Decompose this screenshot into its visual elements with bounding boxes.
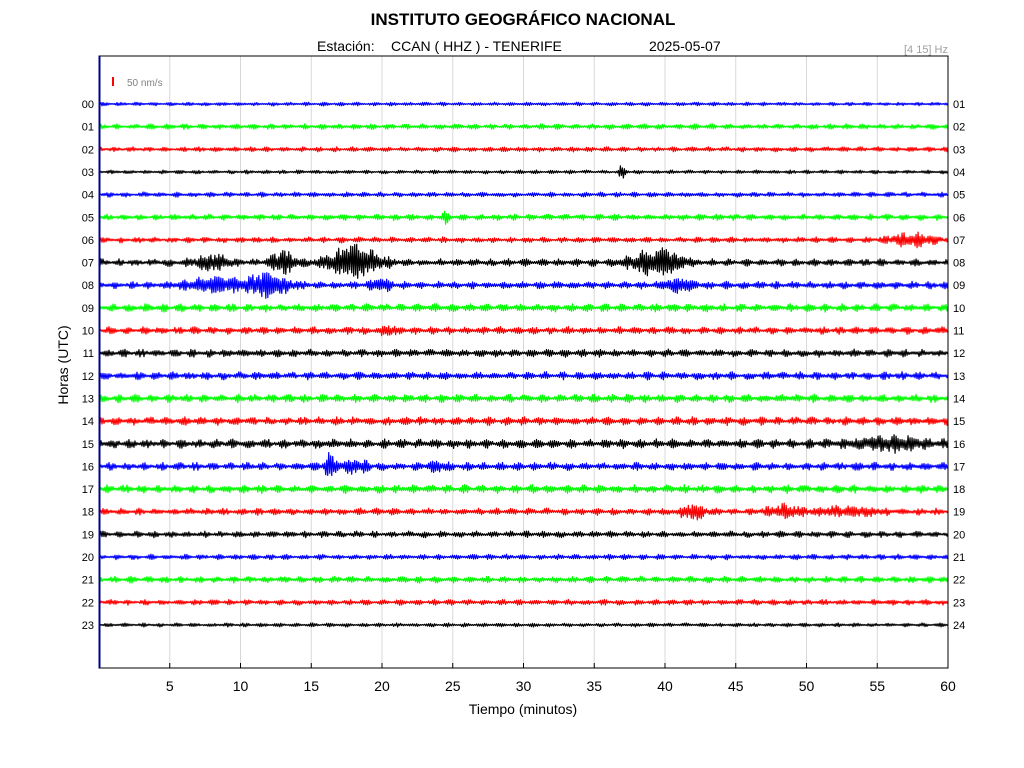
- hour-label-right: 03: [953, 144, 965, 156]
- hour-label-left: 07: [82, 258, 94, 270]
- station-label: Estación:: [317, 38, 375, 54]
- hour-labels-left: 00 01 02 03 04 05 06 07 08 09 10 11 12 13 14 15 16 17 18 19…: [82, 99, 94, 632]
- hour-label-right: 10: [953, 303, 965, 315]
- vertical-grid: [169, 56, 878, 668]
- hour-label-right: 06: [953, 212, 965, 224]
- hour-label-left: 21: [82, 575, 94, 587]
- hour-label-left: 08: [82, 280, 94, 292]
- hour-label-right: 24: [953, 620, 965, 632]
- page-title: INSTITUTO GEOGRÁFICO NACIONAL: [371, 10, 676, 29]
- hour-label-left: 03: [82, 167, 94, 179]
- trace-hour-14: [98, 416, 949, 427]
- hour-label-left: 19: [82, 529, 94, 541]
- filter-band: [4 15] Hz: [904, 44, 948, 56]
- hour-label-right: 08: [953, 258, 965, 270]
- hour-label-right: 12: [953, 348, 965, 360]
- hour-label-left: 02: [82, 144, 94, 156]
- hour-label-right: 07: [953, 235, 965, 247]
- trace-hour-02: [98, 146, 949, 153]
- hour-label-right: 13: [953, 371, 965, 383]
- hour-label-left: 22: [82, 597, 94, 609]
- trace-hour-22: [98, 598, 949, 606]
- recording-date: 2025-05-07: [649, 38, 721, 54]
- trace-hour-09: [98, 303, 949, 313]
- hour-label-right: 17: [953, 461, 965, 473]
- hour-label-left: 11: [83, 348, 94, 360]
- x-tick-label: 60: [940, 678, 956, 694]
- hour-label-left: 14: [82, 416, 94, 428]
- hour-label-right: 19: [953, 507, 965, 519]
- trace-hour-18: [98, 502, 949, 521]
- x-tick-label: 40: [657, 678, 673, 694]
- hour-label-right: 21: [953, 552, 965, 564]
- x-axis-ticks: 5 10 15 20 25 30 35 40 45 50 55 60: [166, 663, 956, 694]
- hour-label-right: 23: [953, 597, 965, 609]
- x-tick-label: 25: [445, 678, 461, 694]
- hour-label-right: 04: [953, 167, 965, 179]
- hour-label-left: 01: [82, 122, 94, 134]
- hour-label-left: 10: [82, 326, 94, 338]
- hour-label-left: 06: [82, 235, 94, 247]
- hour-label-right: 02: [953, 122, 965, 134]
- hour-label-left: 20: [82, 552, 94, 564]
- hour-label-right: 22: [953, 575, 965, 587]
- hour-label-left: 09: [82, 303, 94, 315]
- scale-label: 50 nm/s: [127, 78, 163, 89]
- trace-hour-21: [98, 575, 949, 584]
- trace-hour-07: [98, 243, 949, 279]
- trace-hour-12: [98, 371, 949, 381]
- x-tick-label: 15: [303, 678, 319, 694]
- x-tick-label: 55: [869, 678, 885, 694]
- hour-label-right: 18: [953, 484, 965, 496]
- x-tick-label: 20: [374, 678, 390, 694]
- hour-label-left: 12: [82, 371, 94, 383]
- hour-label-left: 17: [82, 484, 94, 496]
- x-tick-label: 35: [586, 678, 602, 694]
- hour-label-left: 16: [82, 461, 94, 473]
- hour-labels-right: 01 02 03 04 05 06 07 08 09 10 11 12 13 14 15 16 17 18 19 20…: [953, 99, 965, 632]
- scale-bar: 50 nm/s: [112, 77, 163, 89]
- hour-label-left: 05: [82, 212, 94, 224]
- hour-label-left: 15: [82, 439, 94, 451]
- hour-label-right: 01: [953, 99, 965, 111]
- trace-hour-19: [98, 530, 949, 539]
- trace-hour-10: [98, 325, 949, 337]
- x-tick-label: 45: [728, 678, 744, 694]
- hour-label-right: 20: [953, 529, 965, 541]
- trace-hour-05: [98, 210, 949, 225]
- trace-hour-06: [98, 231, 949, 249]
- hour-label-left: 00: [82, 99, 94, 111]
- trace-hour-01: [98, 123, 949, 131]
- trace-hour-00: [98, 101, 949, 107]
- trace-hour-20: [98, 553, 949, 561]
- hour-label-left: 23: [82, 620, 94, 632]
- x-tick-label: 30: [516, 678, 532, 694]
- trace-hour-23: [98, 622, 949, 628]
- trace-hour-13: [98, 393, 949, 404]
- trace-hour-11: [98, 348, 949, 358]
- x-tick-label: 50: [799, 678, 815, 694]
- station-value: CCAN ( HHZ ) - TENERIFE: [391, 38, 562, 54]
- hour-label-left: 13: [82, 393, 94, 405]
- y-axis-label: Horas (UTC): [55, 325, 71, 404]
- trace-hour-16: [98, 451, 949, 477]
- trace-hour-08: [98, 272, 949, 299]
- hour-label-left: 04: [82, 190, 94, 202]
- seismic-traces: [98, 101, 949, 628]
- hour-label-right: 15: [953, 416, 965, 428]
- hour-label-right: 11: [953, 326, 964, 338]
- trace-hour-15: [98, 434, 949, 454]
- hour-label-right: 16: [953, 439, 965, 451]
- trace-hour-04: [98, 191, 949, 198]
- trace-hour-17: [98, 484, 949, 494]
- hour-label-right: 05: [953, 190, 965, 202]
- hour-label-right: 14: [953, 393, 965, 405]
- x-axis-label: Tiempo (minutos): [469, 701, 577, 717]
- x-tick-label: 10: [233, 678, 249, 694]
- hour-label-right: 09: [953, 280, 965, 292]
- trace-hour-03: [98, 165, 949, 179]
- hour-label-left: 18: [82, 507, 94, 519]
- x-tick-label: 5: [166, 678, 174, 694]
